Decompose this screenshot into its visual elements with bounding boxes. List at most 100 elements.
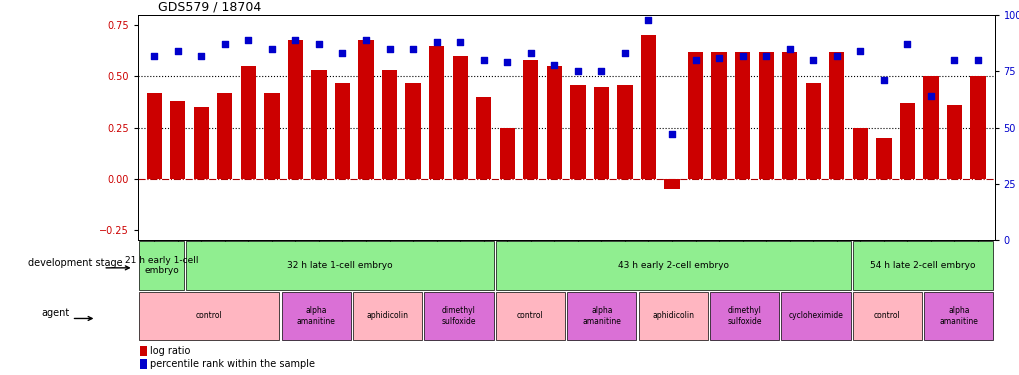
Bar (899, 103, 914, 178)
Text: dimethyl
sulfoxide: dimethyl sulfoxide (727, 306, 761, 326)
Bar (570, 84, 585, 178)
Point (640, 16, 656, 22)
Bar (170, 101, 185, 178)
Bar (616, 84, 632, 178)
Text: control: control (873, 311, 900, 320)
Bar (709, 292, 779, 340)
Bar (922, 76, 937, 178)
Point (570, 68, 586, 74)
Bar (381, 70, 396, 178)
Text: GDS579 / 18704: GDS579 / 18704 (158, 0, 261, 13)
Text: 54 h late 2-cell embryo: 54 h late 2-cell embryo (869, 261, 975, 270)
Point (264, 46, 280, 52)
Text: alpha
amanitine: alpha amanitine (582, 306, 621, 326)
Bar (567, 292, 636, 340)
Point (311, 41, 327, 47)
Point (405, 46, 421, 52)
Point (287, 37, 304, 43)
Point (334, 50, 351, 56)
Bar (186, 241, 493, 290)
Point (734, 53, 750, 58)
Point (663, 131, 680, 137)
Text: percentile rank within the sample: percentile rank within the sample (150, 359, 315, 369)
Bar (140, 359, 147, 369)
Bar (923, 292, 993, 340)
Bar (240, 66, 256, 178)
Bar (805, 82, 820, 178)
Text: development stage: development stage (29, 258, 123, 268)
Bar (711, 52, 726, 178)
Point (239, 37, 256, 43)
Text: 32 h late 1-cell embryo: 32 h late 1-cell embryo (287, 261, 392, 270)
Bar (194, 107, 209, 178)
Point (593, 68, 609, 74)
Bar (946, 105, 961, 178)
Bar (495, 292, 565, 340)
Point (169, 48, 185, 54)
Bar (452, 56, 468, 178)
Bar (139, 241, 184, 290)
Bar (311, 70, 326, 178)
Bar (523, 60, 538, 178)
Bar (758, 52, 773, 178)
Bar (638, 292, 707, 340)
Text: 21 h early 1-cell
embryо: 21 h early 1-cell embryо (124, 256, 198, 275)
Point (146, 53, 162, 58)
Text: control: control (517, 311, 543, 320)
Text: aphidicolin: aphidicolin (366, 311, 409, 320)
Bar (476, 97, 491, 178)
Bar (735, 52, 750, 178)
Text: 43 h early 2-cell embryo: 43 h early 2-cell embryo (618, 261, 728, 270)
Bar (875, 138, 891, 178)
Point (193, 53, 209, 58)
Point (899, 41, 915, 47)
Text: control: control (196, 311, 222, 320)
Text: alpha
amanitine: alpha amanitine (297, 306, 335, 326)
Bar (429, 46, 444, 178)
Text: cycloheximide: cycloheximide (788, 311, 843, 320)
Bar (406, 82, 421, 178)
Bar (147, 93, 162, 178)
Bar (140, 346, 147, 356)
Point (381, 46, 397, 52)
Bar (495, 241, 850, 290)
Point (475, 57, 491, 63)
Bar (217, 93, 232, 178)
Bar (640, 36, 655, 178)
Bar (424, 292, 493, 340)
Bar (281, 292, 351, 340)
Point (522, 50, 538, 56)
Point (757, 53, 773, 58)
Point (216, 41, 232, 47)
Bar (353, 292, 422, 340)
Bar (287, 39, 303, 178)
Point (498, 59, 515, 65)
Text: agent: agent (41, 308, 69, 318)
Bar (852, 128, 867, 178)
Point (428, 39, 444, 45)
Point (875, 77, 892, 83)
Bar (499, 128, 515, 178)
Bar (852, 241, 993, 290)
Bar (781, 292, 850, 340)
Point (451, 39, 468, 45)
Point (851, 48, 867, 54)
Bar (334, 82, 350, 178)
Point (710, 55, 727, 61)
Bar (593, 87, 608, 178)
Bar (852, 292, 921, 340)
Bar (264, 93, 279, 178)
Bar (546, 66, 561, 178)
Text: aphidicolin: aphidicolin (651, 311, 694, 320)
Point (969, 57, 985, 63)
Bar (828, 52, 844, 178)
Point (922, 93, 938, 99)
Point (616, 50, 633, 56)
Text: dimethyl
sulfoxide: dimethyl sulfoxide (441, 306, 476, 326)
Text: log ratio: log ratio (150, 346, 191, 356)
Bar (782, 52, 797, 178)
Text: alpha
amanitine: alpha amanitine (938, 306, 977, 326)
Point (358, 37, 374, 43)
Bar (358, 39, 373, 178)
Point (781, 46, 797, 52)
